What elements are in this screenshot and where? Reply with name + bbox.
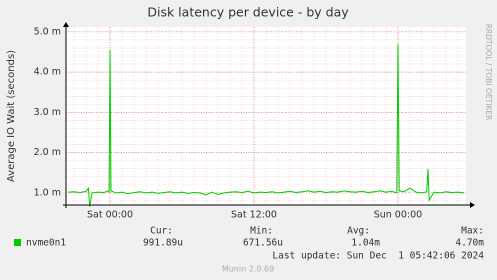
chart-title: Disk latency per device - by day [147, 5, 349, 20]
legend-header: Avg: [347, 226, 370, 237]
legend-value: 4.70m [455, 238, 484, 249]
axis-arrow [63, 22, 69, 27]
footer: Munin 2.0.69 [222, 265, 274, 274]
legend-header: Min: [250, 226, 273, 237]
y-axis-label: Average IO Wait (seconds) [6, 50, 17, 182]
legend-value: 671.56u [243, 238, 283, 249]
x-tick-label: Sat 12:00 [231, 210, 277, 221]
lines [68, 43, 465, 207]
plot-area [66, 27, 466, 205]
y-tick-label: 2.0 m [34, 147, 61, 158]
x-tick-label: Sat 00:00 [87, 210, 133, 221]
legend-header: Max: [461, 226, 484, 237]
last-update: Last update: Sun Dec 1 05:42:06 2024 [272, 251, 484, 262]
y-tick-label: 1.0 m [34, 187, 61, 198]
axis-arrow [470, 202, 475, 208]
y-tick-label: 4.0 m [34, 67, 61, 78]
y-tick-label: 3.0 m [34, 107, 61, 118]
legend-swatch [14, 239, 21, 246]
series-line [68, 43, 465, 207]
legend-label: nvme0n1 [26, 238, 66, 249]
y-tick-label: 5.0 m [34, 26, 61, 37]
x-tick-label: Sun 00:00 [374, 210, 422, 221]
legend-value: 991.89u [143, 238, 183, 249]
watermark: RRDTOOL / TOBI OETIKER [484, 24, 493, 121]
grid [66, 27, 466, 205]
legend-value: 1.04m [351, 238, 380, 249]
legend-header: Cur: [150, 226, 173, 237]
